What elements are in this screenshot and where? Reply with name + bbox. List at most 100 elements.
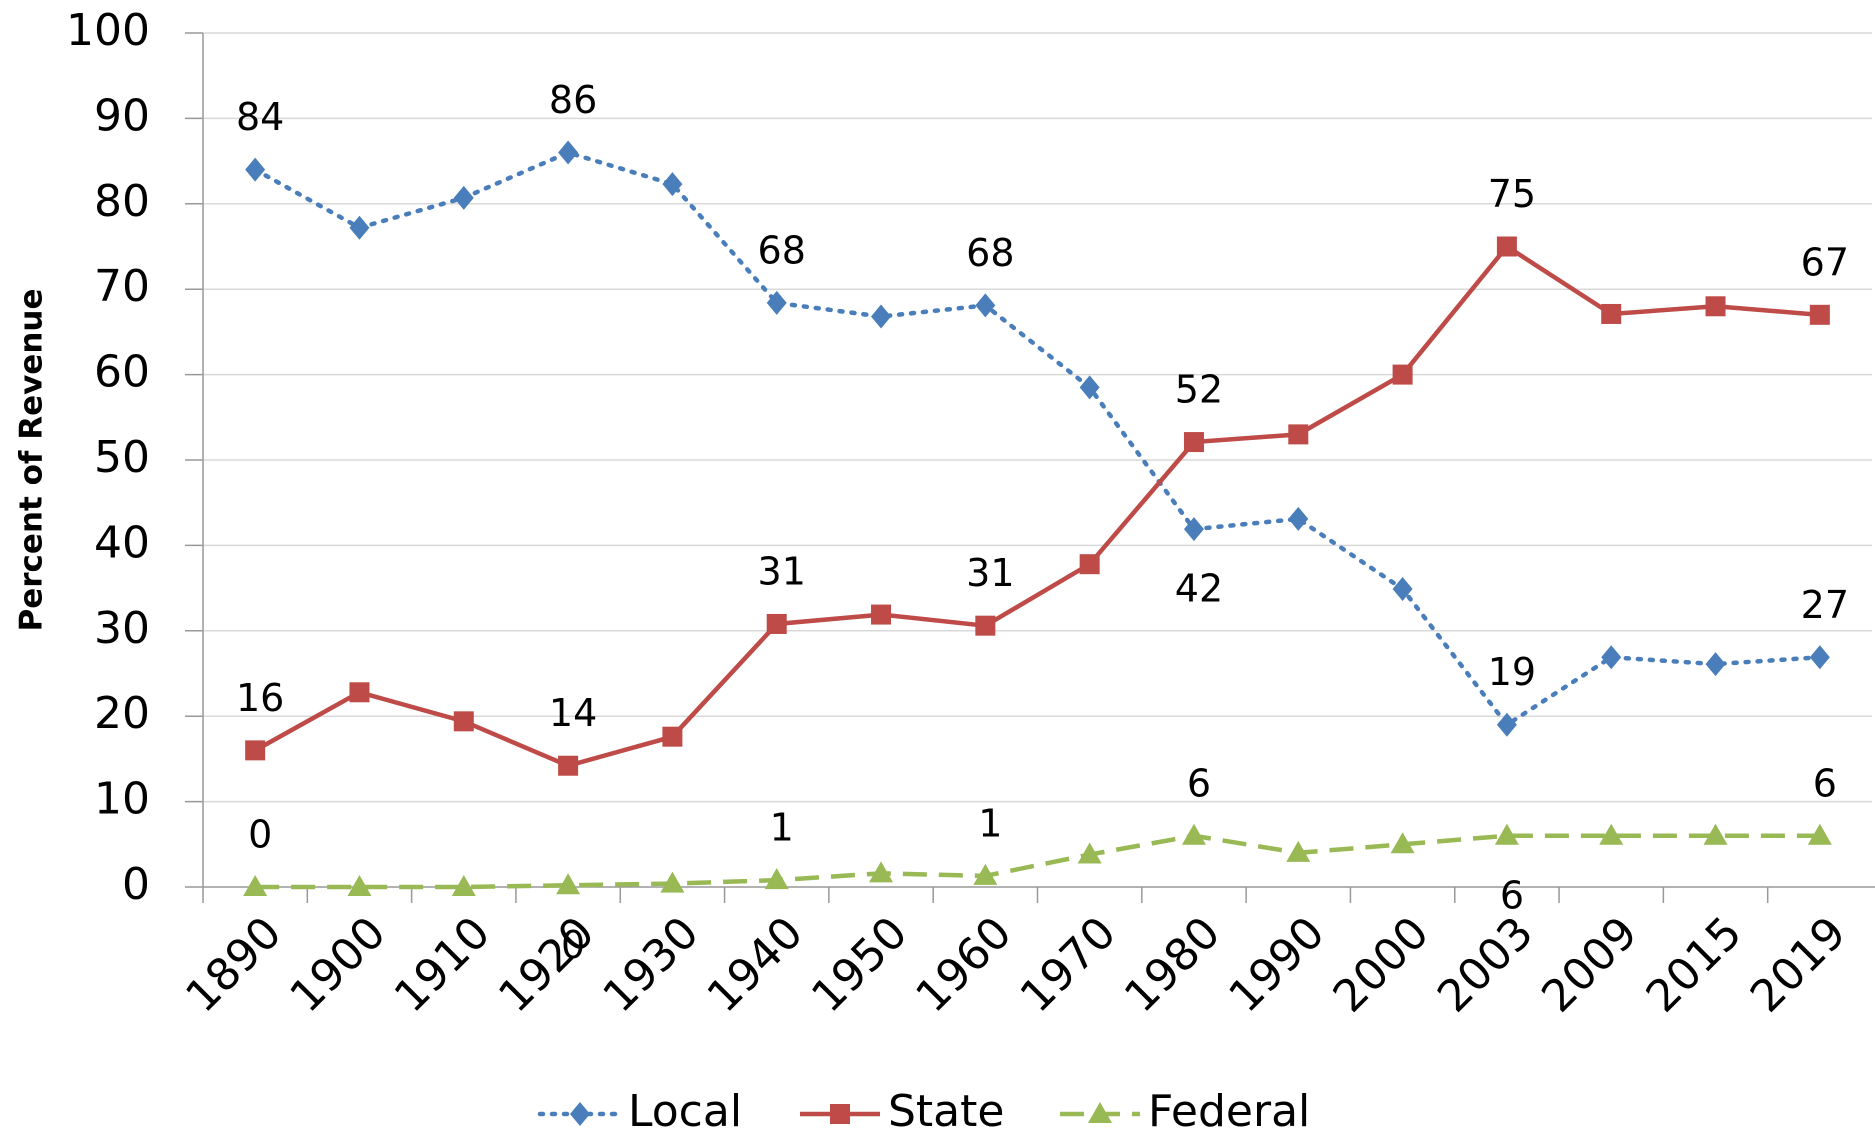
- data-label: 31: [758, 549, 806, 593]
- y-tick-label: 70: [94, 261, 150, 312]
- series-line: [254, 243, 1821, 769]
- marker: [975, 293, 996, 318]
- marker: [662, 172, 683, 197]
- legend-label: Local: [628, 1086, 742, 1137]
- x-tick-label: 1930: [593, 907, 708, 1022]
- marker: [764, 868, 789, 890]
- y-tick-label: 40: [94, 517, 150, 568]
- y-axis-title: Percent of Revenue: [14, 289, 50, 632]
- series-line: [252, 150, 1823, 728]
- marker: [453, 711, 474, 732]
- x-tick-label: 2019: [1741, 907, 1856, 1022]
- x-tick-label: 2009: [1532, 907, 1647, 1022]
- data-label: 86: [549, 78, 597, 122]
- x-tick-label: 1910: [385, 907, 500, 1022]
- marker: [871, 304, 892, 329]
- marker: [1183, 517, 1204, 542]
- marker: [451, 875, 476, 896]
- marker: [1599, 823, 1624, 845]
- marker: [1079, 375, 1100, 400]
- marker: [1390, 832, 1415, 854]
- marker: [1288, 506, 1309, 531]
- marker: [558, 140, 579, 165]
- marker: [1703, 823, 1728, 845]
- data-label: 68: [966, 231, 1014, 275]
- y-tick-label: 60: [94, 347, 150, 398]
- y-tick-label: 80: [94, 176, 150, 227]
- data-label: 6: [1813, 761, 1837, 805]
- data-label: 27: [1801, 583, 1849, 627]
- marker: [1392, 364, 1413, 385]
- x-tick-label: 1950: [802, 907, 917, 1022]
- marker: [1809, 304, 1830, 325]
- marker: [1807, 823, 1832, 845]
- data-label: 0: [248, 813, 272, 857]
- x-tick-label: 1890: [176, 907, 291, 1022]
- marker: [975, 615, 996, 636]
- data-label: 16: [236, 676, 284, 720]
- marker: [1079, 554, 1100, 575]
- marker: [1601, 303, 1622, 324]
- data-label: 14: [549, 691, 597, 735]
- marker: [245, 157, 266, 182]
- series-line: [255, 833, 1820, 890]
- marker: [830, 1104, 850, 1124]
- marker: [1496, 236, 1517, 257]
- y-tick-label: 90: [94, 90, 150, 141]
- marker: [1077, 842, 1102, 864]
- data-label: 75: [1488, 172, 1536, 216]
- x-tick-label: 1970: [1011, 907, 1126, 1022]
- y-tick-label: 10: [94, 774, 150, 825]
- marker: [347, 875, 372, 896]
- x-tick-label: 2000: [1324, 907, 1439, 1022]
- y-tick-label: 100: [66, 5, 150, 56]
- marker: [1392, 576, 1413, 601]
- marker: [1183, 432, 1204, 453]
- x-tick-label: 2015: [1637, 907, 1752, 1022]
- x-tick-label: 1990: [1219, 907, 1334, 1022]
- marker: [973, 863, 998, 885]
- data-label: 0: [561, 923, 585, 967]
- marker: [1705, 652, 1726, 677]
- marker: [660, 871, 685, 893]
- marker: [662, 726, 683, 747]
- marker: [349, 215, 370, 240]
- marker: [869, 861, 894, 883]
- x-tick-label: 1940: [698, 907, 813, 1022]
- y-tick-label: 20: [94, 688, 150, 739]
- x-tick-label: 1960: [906, 907, 1021, 1022]
- marker: [349, 682, 370, 703]
- marker: [453, 185, 474, 210]
- data-label: 6: [1187, 761, 1211, 805]
- data-label: 1: [770, 806, 794, 850]
- data-label: 84: [236, 95, 284, 139]
- marker: [570, 1102, 590, 1126]
- legend-label: Federal: [1148, 1086, 1310, 1137]
- marker: [1496, 712, 1517, 737]
- data-label: 68: [758, 228, 806, 272]
- y-tick-label: 30: [94, 603, 150, 654]
- marker: [1601, 645, 1622, 670]
- marker: [871, 604, 892, 625]
- x-tick-label: 2003: [1428, 907, 1543, 1022]
- marker: [1288, 424, 1309, 445]
- marker: [1088, 1102, 1112, 1123]
- legend-label: State: [888, 1086, 1004, 1137]
- marker: [1181, 823, 1206, 845]
- data-label: 67: [1801, 240, 1849, 284]
- marker: [245, 740, 266, 761]
- marker: [556, 873, 581, 895]
- marker: [1809, 645, 1830, 670]
- marker: [766, 613, 787, 634]
- data-label: 1: [978, 801, 1002, 845]
- marker: [558, 755, 579, 776]
- data-label: 42: [1175, 567, 1223, 611]
- y-tick-label: 0: [122, 859, 150, 910]
- y-tick-label: 50: [94, 432, 150, 483]
- x-tick-label: 1980: [1115, 907, 1230, 1022]
- data-label: 52: [1175, 368, 1223, 412]
- data-label: 31: [966, 551, 1014, 595]
- marker: [243, 875, 268, 896]
- marker: [1705, 296, 1726, 317]
